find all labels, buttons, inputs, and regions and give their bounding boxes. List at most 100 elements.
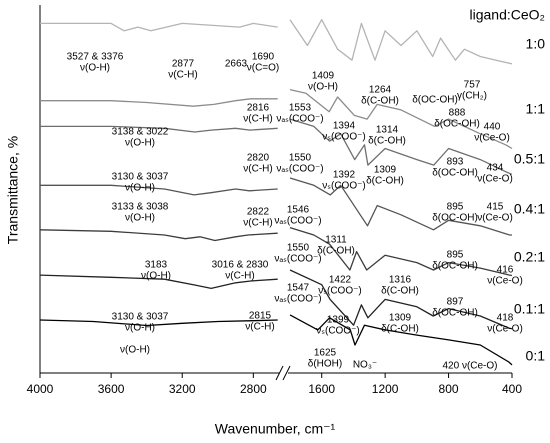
annotation: 1546 xyxy=(287,205,310,216)
annotation: ν(O-H) xyxy=(80,63,110,74)
x-tick-label: 400 xyxy=(502,382,522,396)
annotation: 418 xyxy=(497,313,514,324)
annotation: 434 xyxy=(487,163,504,174)
spectrum-line xyxy=(39,226,513,277)
annotation: ν(Ce-O) xyxy=(487,324,523,335)
legend-label: 0:1 xyxy=(526,348,546,364)
legend-label: 0.5:1 xyxy=(514,151,545,167)
axis-break xyxy=(275,365,284,381)
annotation: NO₃⁻ xyxy=(353,360,377,371)
legend-label: 1:1 xyxy=(526,101,546,117)
annotation: 415 xyxy=(487,202,504,213)
annotation: 2820 xyxy=(247,153,270,164)
annotation: 3527 & 3376 xyxy=(67,52,124,63)
legend-title: ligand:CeO₂ xyxy=(470,7,545,23)
annotation: ν(O-H) xyxy=(125,183,155,194)
legend-label: 0.2:1 xyxy=(514,249,545,265)
annotation: νₛ(COO⁻) xyxy=(318,286,361,297)
annotation: νₛ(COO⁻) xyxy=(322,132,365,143)
annotation: δ(C-OH) xyxy=(317,246,355,257)
annotation: ν(O-H) xyxy=(120,345,150,356)
spectrum-line xyxy=(40,177,512,236)
annotation: 440 xyxy=(484,122,501,133)
annotation: 3133 & 3038 xyxy=(112,202,169,213)
annotation: ν(C-H) xyxy=(245,322,274,333)
annotation: 1422 xyxy=(329,275,352,286)
annotation: ν(C-H) xyxy=(168,70,197,81)
annotation: νₐₛ(COO⁻) xyxy=(276,114,323,125)
annotation: ν(C-H) xyxy=(225,271,254,282)
annotation: 1314 xyxy=(376,125,399,136)
x-tick-label: 4000 xyxy=(27,382,54,396)
annotation: 416 xyxy=(497,265,514,276)
annotation: δ(OC-OH) xyxy=(432,308,478,319)
annotation: ν(Ce-O) xyxy=(474,133,510,144)
annotation: ν(O-H) xyxy=(125,213,155,224)
annotation: 3138 & 3022 xyxy=(112,127,169,138)
x-tick-label: 800 xyxy=(439,382,459,396)
spectrum-line xyxy=(40,118,513,175)
annotation: 2822 xyxy=(247,207,270,218)
annotation: δ(C-OH) xyxy=(381,286,419,297)
annotation: ν(O-H) xyxy=(308,82,338,93)
annotation: ν(Ce-O) xyxy=(477,213,513,224)
y-axis-label: Transmittance, % xyxy=(5,136,21,244)
annotation: ν(O-H) xyxy=(141,271,171,282)
annotation: 2877 xyxy=(172,59,195,70)
annotation: δ(C-OH) xyxy=(368,136,406,147)
spectrum-line xyxy=(40,88,513,150)
annotation: ν(O-H) xyxy=(125,323,155,334)
annotation: 420 ν(Ce-O) xyxy=(442,361,497,372)
x-tick-label: 3200 xyxy=(169,382,196,396)
annotation: 1553 xyxy=(289,103,312,114)
annotation: 3016 & 2830 xyxy=(212,260,269,271)
annotation: δ(C-OH) xyxy=(361,96,399,107)
annotation: 2663 xyxy=(225,59,248,70)
annotation: 1550 xyxy=(289,153,312,164)
annotation: 893 xyxy=(447,157,464,168)
annotation: δ(C-OH) xyxy=(381,324,419,335)
spectrum-line xyxy=(40,19,513,65)
annotation: δ(C-OH) xyxy=(366,176,404,187)
annotation: 1409 xyxy=(312,71,335,82)
legend-label: 0.4:1 xyxy=(514,201,545,217)
annotation: 1625 xyxy=(314,348,337,359)
annotation: 1690 xyxy=(252,52,275,63)
annotation: ν(O-H) xyxy=(125,138,155,149)
annotation: ν(C-H) xyxy=(243,164,272,175)
annotation: 1547 xyxy=(287,283,310,294)
legend-label: 1:0 xyxy=(526,36,546,52)
annotation: νₐₛ(COO⁻) xyxy=(276,164,323,175)
annotation: 1394 xyxy=(333,121,356,132)
annotation: 888 xyxy=(449,108,466,119)
annotation: ν(Ce-O) xyxy=(487,276,523,287)
annotation: γ(CH₂) xyxy=(457,91,487,102)
annotation: 1550 xyxy=(287,243,310,254)
annotation: 3130 & 3037 xyxy=(112,312,169,323)
annotation: νₐₛ(COO⁻) xyxy=(274,294,321,305)
annotation: δ(OC-OH) xyxy=(432,261,478,272)
annotation: νₐₛ(COO⁻) xyxy=(274,216,321,227)
annotation: 757 xyxy=(464,80,481,91)
annotation: ν(Ce-O) xyxy=(477,174,513,185)
x-tick-label: 2800 xyxy=(240,382,267,396)
annotation: ν(C-H) xyxy=(243,218,272,229)
annotation: δ(HOH) xyxy=(308,359,342,370)
annotation: δ(OC-OH) xyxy=(412,95,458,106)
axis-break xyxy=(282,365,291,381)
annotation: ν(C-H) xyxy=(243,114,272,125)
annotation: δ(OC-OH) xyxy=(434,119,480,130)
annotation: 2816 xyxy=(247,103,270,114)
x-tick-label: 1200 xyxy=(372,382,399,396)
legend-label: 0.1:1 xyxy=(514,301,545,317)
annotation: 3183 xyxy=(145,260,168,271)
annotation: νₛ(COO⁻) xyxy=(316,326,359,337)
annotation: 1392 xyxy=(333,170,356,181)
annotation: 1309 xyxy=(374,165,397,176)
annotation: 1264 xyxy=(369,85,392,96)
annotation: 897 xyxy=(447,297,464,308)
annotation: δ(OC-OH) xyxy=(432,168,478,179)
annotation: δ(OC-OH) xyxy=(432,213,478,224)
annotation: 3130 & 3037 xyxy=(112,172,169,183)
